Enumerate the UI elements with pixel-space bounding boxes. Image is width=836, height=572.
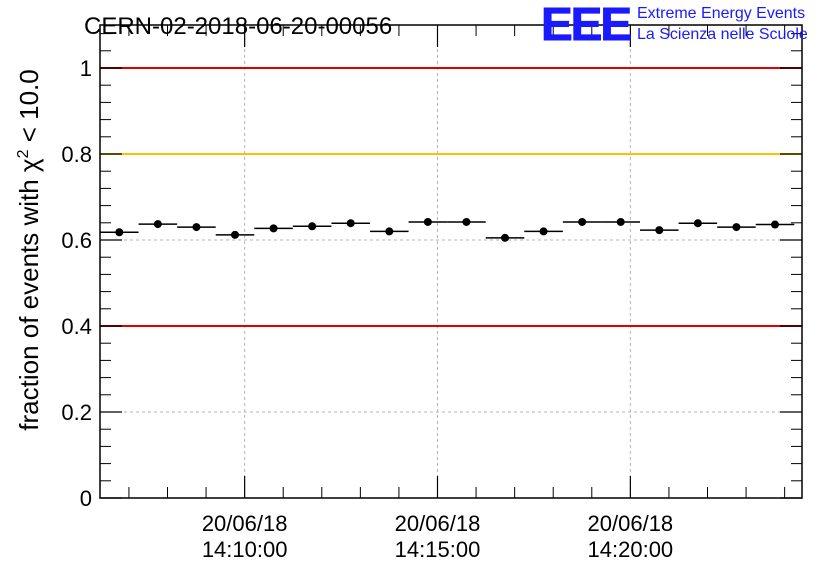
data-point [269, 224, 278, 233]
data-point [616, 217, 625, 226]
logo-line1: Extreme Energy Events [637, 5, 805, 22]
x-tick-label-date: 20/06/18 [395, 511, 481, 536]
y-tick-label: 0.2 [61, 400, 92, 425]
x-tick-label-date: 20/06/18 [588, 511, 674, 536]
data-point [385, 227, 394, 236]
data-series [100, 217, 795, 242]
data-point [539, 227, 548, 236]
data-point [192, 223, 201, 232]
plot-frame [99, 24, 803, 499]
eee-logo: EEE Extreme Energy Events La Scienza nel… [541, 0, 808, 51]
data-point [732, 223, 741, 232]
y-tick-label: 0 [80, 486, 92, 511]
logo-line2: La Scienza nelle Scuole [637, 26, 808, 43]
data-point [655, 226, 664, 235]
data-point [693, 219, 702, 228]
data-point [771, 220, 779, 229]
y-tick-label: 0.8 [61, 142, 92, 167]
logo-letters: EEE [541, 0, 630, 50]
data-point [153, 220, 162, 229]
data-point [308, 222, 317, 231]
x-tick-label-time: 14:20:00 [588, 537, 674, 562]
y-axis-label-suffix: < 10.0 [14, 69, 44, 149]
chart-title: CERN-02-2018-06-20-00056 [84, 13, 392, 40]
x-tick-label-time: 14:15:00 [395, 537, 481, 562]
plot-area [100, 25, 802, 498]
data-point [501, 233, 509, 242]
y-axis-label-symbol: χ [14, 158, 44, 172]
axes: 00.20.40.60.8120/06/1814:10:0020/06/1814… [61, 24, 803, 562]
data-point [346, 219, 355, 228]
y-tick-label: 0.6 [61, 228, 92, 253]
data-point [423, 217, 432, 226]
data-point [578, 217, 587, 226]
x-tick-label-time: 14:10:00 [202, 537, 288, 562]
data-point [115, 228, 124, 237]
reference-lines [100, 67, 802, 327]
y-axis-label-sup: 2 [15, 149, 32, 158]
y-tick-label: 1 [80, 56, 92, 81]
y-axis-label: fraction of events with χ2 < 10.0 [14, 69, 44, 430]
data-point [231, 230, 239, 239]
x-tick-label-date: 20/06/18 [202, 511, 288, 536]
y-tick-label: 0.4 [61, 314, 92, 339]
data-point [462, 217, 471, 226]
y-axis-label-prefix: fraction of events with [14, 172, 44, 431]
